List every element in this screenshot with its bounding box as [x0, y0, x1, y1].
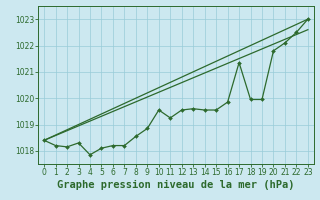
- X-axis label: Graphe pression niveau de la mer (hPa): Graphe pression niveau de la mer (hPa): [57, 180, 295, 190]
